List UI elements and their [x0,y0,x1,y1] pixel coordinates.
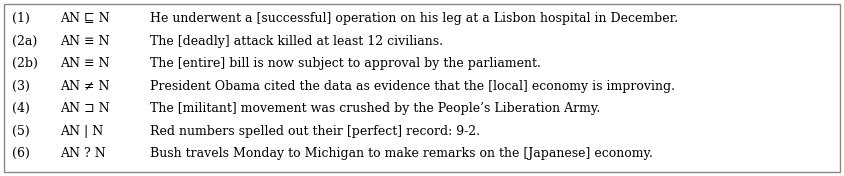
Text: AN | N: AN | N [60,125,103,138]
Text: AN ≡ N: AN ≡ N [60,57,110,70]
Text: Bush travels Monday to Michigan to make remarks on the [Japanese] economy.: Bush travels Monday to Michigan to make … [150,147,653,161]
Text: AN ≡ N: AN ≡ N [60,34,110,48]
Text: AN ⊑ N: AN ⊑ N [60,12,110,25]
Text: (4): (4) [12,102,30,115]
Text: The [deadly] attack killed at least 12 civilians.: The [deadly] attack killed at least 12 c… [150,34,443,48]
Text: (5): (5) [12,125,30,138]
Text: AN ? N: AN ? N [60,147,106,161]
Text: (3): (3) [12,80,30,93]
Text: (2a): (2a) [12,34,37,48]
Text: The [entire] bill is now subject to approval by the parliament.: The [entire] bill is now subject to appr… [150,57,541,70]
Text: AN ⊐ N: AN ⊐ N [60,102,110,115]
Text: Red numbers spelled out their [perfect] record: 9-2.: Red numbers spelled out their [perfect] … [150,125,480,138]
Text: AN ≠ N: AN ≠ N [60,80,110,93]
Text: President Obama cited the data as evidence that the [local] economy is improving: President Obama cited the data as eviden… [150,80,675,93]
Text: He underwent a [successful] operation on his leg at a Lisbon hospital in Decembe: He underwent a [successful] operation on… [150,12,678,25]
Text: (1): (1) [12,12,30,25]
Text: (6): (6) [12,147,30,161]
Text: (2b): (2b) [12,57,38,70]
Text: The [militant] movement was crushed by the People’s Liberation Army.: The [militant] movement was crushed by t… [150,102,600,115]
